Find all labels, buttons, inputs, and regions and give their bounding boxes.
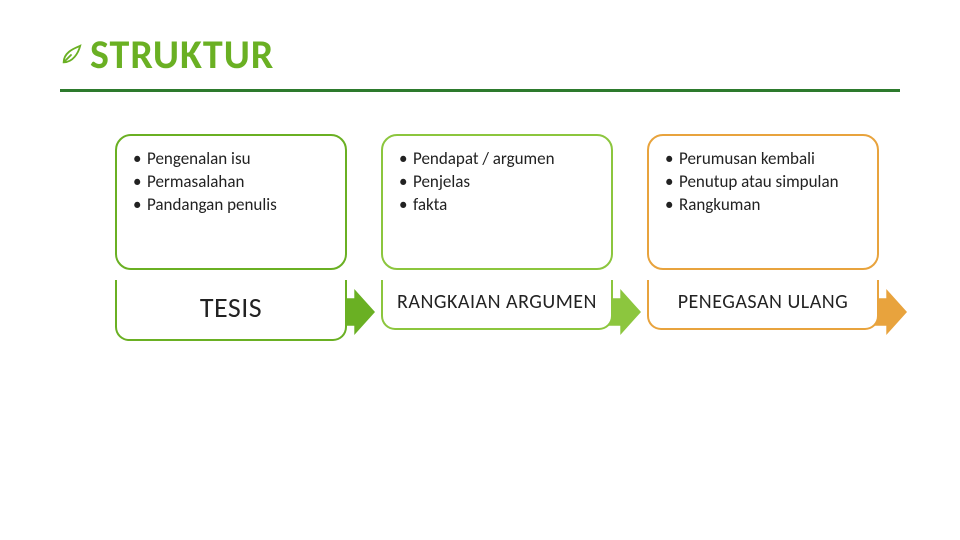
bullet-item: Perumusan kembali [665,148,861,171]
heading-box: TESIS [115,280,347,341]
bullet-item: Rangkuman [665,194,861,217]
bullet-list: Pendapat / argumenPenjelasfakta [399,148,595,217]
content-box: Pengenalan isuPermasalahanPandangan penu… [115,134,347,270]
title-underline [60,89,900,92]
bullet-item: Pendapat / argumen [399,148,595,171]
leaf-icon [60,44,82,66]
bullet-list: Perumusan kembaliPenutup atau simpulanRa… [665,148,861,217]
bullet-item: fakta [399,194,595,217]
columns-container: Pengenalan isuPermasalahanPandangan penu… [60,134,900,341]
bullet-item: Penjelas [399,171,595,194]
heading-box: PENEGASAN ULANG [647,280,879,330]
column-3: Perumusan kembaliPenutup atau simpulanRa… [647,134,879,341]
bullet-item: Pengenalan isu [133,148,329,171]
column-1: Pengenalan isuPermasalahanPandangan penu… [115,134,347,341]
title-row: STRUKTUR [60,30,900,79]
slide-title: STRUKTUR [90,30,274,79]
content-box: Perumusan kembaliPenutup atau simpulanRa… [647,134,879,270]
bullet-item: Pandangan penulis [133,194,329,217]
bullet-item: Penutup atau simpulan [665,171,861,194]
heading-box: RANGKAIAN ARGUMEN [381,280,613,330]
column-2: Pendapat / argumenPenjelasfakta RANGKAIAN… [381,134,613,341]
bullet-list: Pengenalan isuPermasalahanPandangan penu… [133,148,329,217]
bullet-item: Permasalahan [133,171,329,194]
content-box: Pendapat / argumenPenjelasfakta [381,134,613,270]
slide: STRUKTUR Pengenalan isuPermasalahanPanda… [0,0,960,540]
